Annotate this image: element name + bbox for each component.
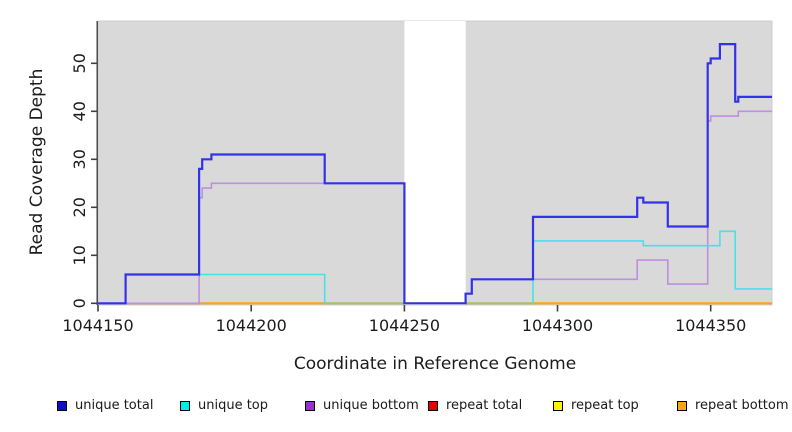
legend-swatch-repeat-top (553, 400, 563, 411)
x-tick-label: 1044300 (522, 316, 593, 335)
legend-label: unique total (75, 398, 154, 413)
legend-label: unique top (198, 398, 269, 413)
legend-label: repeat bottom (695, 398, 789, 413)
y-tick-label: 30 (70, 149, 89, 169)
y-tick-label: 10 (70, 245, 89, 265)
legend-swatch-unique-bottom (305, 400, 315, 411)
legend-item-unique-bottom: unique bottom (305, 398, 419, 413)
y-tick-label: 20 (70, 197, 89, 217)
x-axis-label: Coordinate in Reference Genome (293, 354, 577, 374)
x-tick-label: 1044150 (62, 316, 133, 335)
legend-item-repeat-bottom: repeat bottom (677, 398, 789, 413)
x-tick-label: 1044250 (369, 316, 440, 335)
y-tick-label: 40 (70, 101, 89, 121)
coverage-gap-region (404, 21, 466, 305)
legend: unique total unique top unique bottom repea… (0, 398, 792, 420)
legend-swatch-repeat-bottom (677, 400, 687, 411)
x-tick-label: 1044350 (675, 316, 746, 335)
series-unique-total-line (98, 43, 772, 305)
legend-swatch-unique-top (180, 400, 190, 411)
y-tick-label: 0 (70, 298, 89, 308)
legend-item-unique-top: unique top (180, 398, 268, 413)
x-tick-label: 1044200 (216, 316, 287, 335)
y-tick-label: 50 (70, 53, 89, 73)
legend-label: unique bottom (323, 398, 419, 413)
legend-item-repeat-top: repeat top (553, 398, 639, 413)
legend-item-unique-total: unique total (57, 398, 153, 413)
legend-swatch-unique-total (57, 400, 67, 411)
legend-swatch-repeat-total (428, 400, 438, 411)
legend-label: repeat top (571, 398, 639, 413)
y-axis-label: Read Coverage Depth (27, 68, 47, 256)
legend-label: repeat total (446, 398, 523, 413)
legend-item-repeat-total: repeat total (428, 398, 522, 413)
